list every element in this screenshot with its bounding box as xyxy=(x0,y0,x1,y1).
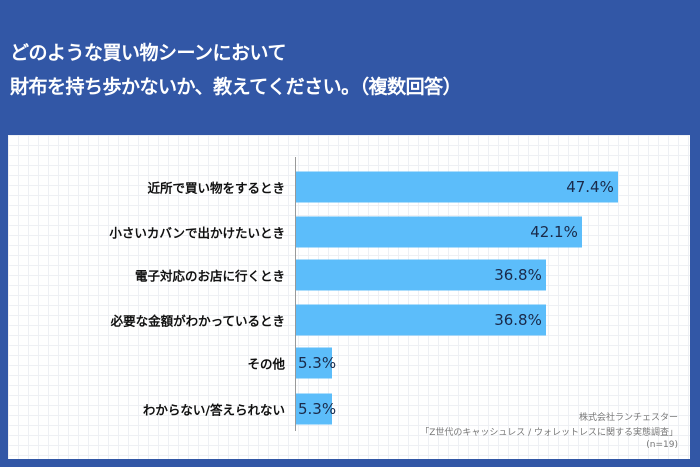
bar xyxy=(296,259,546,291)
bar xyxy=(296,171,618,203)
bar xyxy=(296,216,582,248)
bar xyxy=(296,347,332,379)
value-label: 36.8% xyxy=(494,311,542,329)
category-label: その他 xyxy=(247,356,285,372)
category-label: 近所で買い物をするとき xyxy=(147,180,285,196)
source-company: 株式会社ランチェスター xyxy=(578,413,678,423)
source-survey: 「Z世代のキャッシュレス / ウォレットレスに関する実態調査」 xyxy=(420,428,678,438)
category-label: 電子対応のお店に行くとき xyxy=(134,268,285,284)
y-axis-line xyxy=(295,157,296,431)
value-label: 47.4% xyxy=(566,178,614,196)
value-label: 42.1% xyxy=(530,223,578,241)
title-line-1: どのような買い物シーンにおいて xyxy=(10,42,286,64)
chart-panel: 株式会社ランチェスター 「Z世代のキャッシュレス / ウォレットレスに関する実態… xyxy=(8,135,690,459)
value-label: 5.3% xyxy=(298,400,337,418)
source-sample: (n=19) xyxy=(646,440,678,450)
value-label: 5.3% xyxy=(298,354,337,372)
value-label: 36.8% xyxy=(494,266,542,284)
bar xyxy=(296,393,332,425)
category-label: 小さいカバンで出かけたいとき xyxy=(109,225,285,241)
title-line-2: 財布を持ち歩かないか、教えてください。（複数回答） xyxy=(10,76,462,98)
category-label: わからない/答えられない xyxy=(142,402,285,418)
category-label: 必要な金額がわかっているとき xyxy=(110,313,285,329)
bar xyxy=(296,304,546,336)
